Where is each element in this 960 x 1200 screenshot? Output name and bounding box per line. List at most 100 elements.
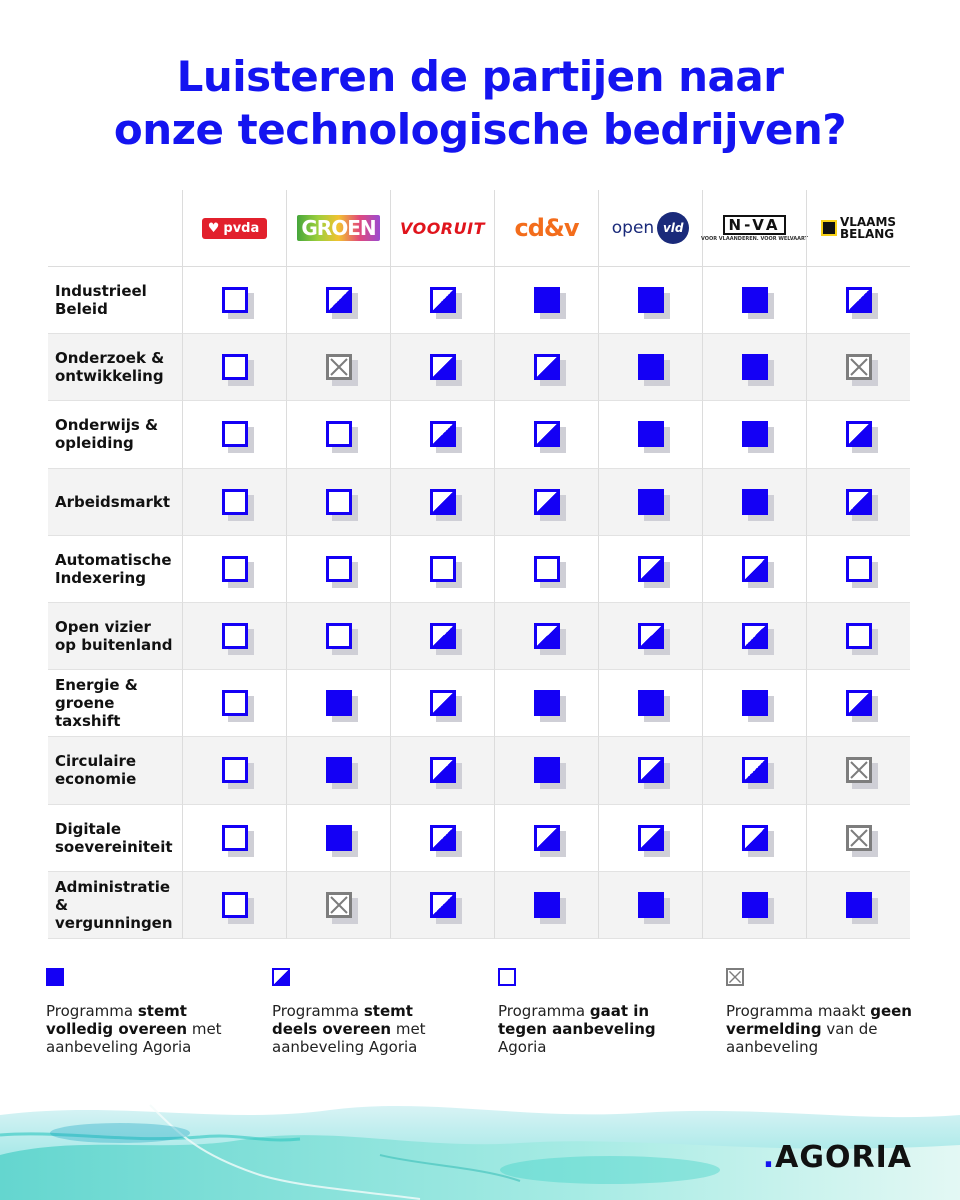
table-cell bbox=[494, 602, 598, 671]
symbol-box bbox=[845, 287, 872, 314]
table-cell bbox=[182, 468, 286, 536]
table-cell bbox=[286, 871, 390, 939]
symbol-box bbox=[429, 623, 456, 650]
symbol-box bbox=[221, 555, 248, 582]
symbol-box bbox=[221, 824, 248, 851]
empty-symbol bbox=[325, 488, 358, 521]
symbol-box bbox=[429, 757, 456, 784]
table-cell bbox=[806, 401, 910, 469]
empty-symbol bbox=[845, 623, 878, 656]
table-cell bbox=[286, 670, 390, 738]
row-label: Open vizier op buitenland bbox=[48, 602, 182, 671]
table-cell bbox=[494, 737, 598, 805]
legend-description: Programma gaat in tegen aanbeveling Agor… bbox=[498, 1002, 688, 1056]
legend-item-full: Programma stemt volledig overeen met aan… bbox=[46, 968, 236, 1056]
symbol-box bbox=[325, 891, 352, 918]
table-cell bbox=[390, 670, 494, 738]
row-label: Energie & groene taxshift bbox=[48, 670, 182, 738]
empty-symbol bbox=[221, 824, 254, 857]
symbol-box bbox=[637, 690, 664, 717]
cross-icon bbox=[728, 970, 742, 984]
empty-symbol bbox=[221, 555, 254, 588]
party-header-vooruit: VOORUIT bbox=[390, 190, 494, 267]
party-header-pvda: ♥ pvda bbox=[182, 190, 286, 267]
table-cell bbox=[390, 468, 494, 536]
partial-symbol bbox=[845, 488, 878, 521]
full-symbol bbox=[325, 757, 358, 790]
symbol-box bbox=[221, 757, 248, 784]
full-symbol bbox=[533, 287, 566, 320]
symbol-box bbox=[325, 287, 352, 314]
symbol-box bbox=[533, 757, 560, 784]
legend-text-post: Agoria bbox=[498, 1038, 547, 1056]
symbol-box bbox=[741, 757, 768, 784]
symbol-box bbox=[845, 690, 872, 717]
partial-symbol bbox=[429, 757, 462, 790]
title-line-1: Luisteren de partijen naar bbox=[176, 52, 784, 101]
symbol-box bbox=[637, 287, 664, 314]
symbol-box bbox=[741, 421, 768, 448]
symbol-box bbox=[325, 824, 352, 851]
full-symbol bbox=[533, 891, 566, 924]
table-cell bbox=[182, 871, 286, 939]
legend-description: Programma stemt volledig overeen met aan… bbox=[46, 1002, 236, 1056]
empty-symbol bbox=[325, 555, 358, 588]
nva-logo: N-VA VOOR VLAANDEREN. VOOR WELVAART bbox=[701, 214, 808, 242]
symbol-box bbox=[845, 488, 872, 515]
table-cell bbox=[598, 334, 702, 402]
table-cell bbox=[494, 401, 598, 469]
symbol-box bbox=[429, 891, 456, 918]
table-cell bbox=[702, 670, 806, 738]
symbol-box bbox=[498, 968, 516, 986]
partial-symbol bbox=[845, 421, 878, 454]
symbol-box bbox=[46, 968, 64, 986]
cdv-logo: cd&v bbox=[514, 214, 580, 242]
partial-symbol bbox=[533, 354, 566, 387]
table-cell bbox=[702, 804, 806, 872]
table-cell bbox=[182, 670, 286, 738]
table-cell bbox=[598, 602, 702, 671]
symbol-box bbox=[221, 287, 248, 314]
symbol-box bbox=[533, 690, 560, 717]
table-cell bbox=[182, 267, 286, 335]
symbol-box bbox=[325, 488, 352, 515]
vooruit-logo: VOORUIT bbox=[400, 218, 485, 238]
symbol-box bbox=[741, 690, 768, 717]
table-cell bbox=[806, 871, 910, 939]
partial-symbol bbox=[429, 623, 462, 656]
empty-symbol bbox=[429, 555, 462, 588]
none-symbol bbox=[325, 891, 358, 924]
row-label: Circulaire economie bbox=[48, 737, 182, 805]
table-cell bbox=[494, 670, 598, 738]
party-header-cdv: cd&v bbox=[494, 190, 598, 267]
none-symbol bbox=[325, 354, 358, 387]
legend-text-pre: Programma bbox=[46, 1002, 138, 1020]
legend-text-bold: gaat in tegen aanbeveling bbox=[498, 1002, 656, 1038]
table-cell bbox=[286, 602, 390, 671]
symbol-box bbox=[845, 757, 872, 784]
legend-text-bold: geen vermelding bbox=[726, 1002, 912, 1038]
table-cell bbox=[598, 871, 702, 939]
legend-description: Programma stemt deels overeen met aanbev… bbox=[272, 1002, 462, 1056]
agoria-logo-text: AGORIA bbox=[775, 1140, 912, 1175]
partial-symbol bbox=[845, 287, 878, 320]
legend-item-empty: Programma gaat in tegen aanbeveling Agor… bbox=[498, 968, 688, 1056]
table-cell bbox=[702, 602, 806, 671]
party-header-nva: N-VA VOOR VLAANDEREN. VOOR WELVAART bbox=[701, 190, 808, 267]
table-cell bbox=[702, 468, 806, 536]
symbol-box bbox=[637, 354, 664, 381]
cross-icon bbox=[849, 828, 868, 847]
legend-text-post: met aanbeveling Agoria bbox=[46, 1020, 222, 1056]
cross-icon bbox=[849, 761, 868, 780]
table-cell bbox=[494, 871, 598, 939]
table-cell bbox=[806, 535, 910, 603]
partial-symbol bbox=[429, 488, 462, 521]
symbol-box bbox=[845, 555, 872, 582]
partial-symbol bbox=[637, 555, 670, 588]
open-vld-logo: open vld bbox=[612, 212, 690, 244]
symbol-box bbox=[533, 891, 560, 918]
partial-symbol bbox=[429, 287, 462, 320]
row-label: Industrieel Beleid bbox=[48, 267, 182, 335]
table-cell bbox=[286, 804, 390, 872]
lion-icon bbox=[820, 220, 837, 236]
